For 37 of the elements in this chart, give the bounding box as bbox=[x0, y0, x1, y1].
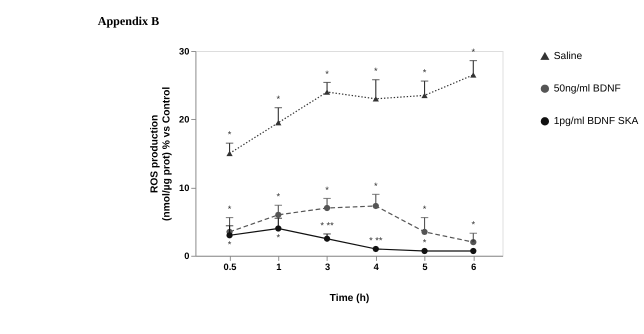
annotation: * bbox=[228, 130, 232, 140]
annotation: * bbox=[422, 237, 427, 248]
x-tick-label: 6 bbox=[471, 262, 476, 272]
annotation: * bbox=[471, 220, 476, 230]
y-tick-label: 10 bbox=[179, 182, 190, 193]
annotation: * bbox=[228, 204, 232, 214]
legend-label: Saline bbox=[554, 50, 582, 62]
annotation: * bbox=[471, 237, 476, 248]
annotation: * bbox=[276, 192, 280, 202]
annotation: * bbox=[374, 180, 378, 191]
annotation: * bbox=[422, 67, 427, 78]
y-tick-label: 0 bbox=[184, 251, 190, 262]
annotation: * bbox=[276, 94, 280, 104]
x-tick-label: 0.5 bbox=[224, 262, 236, 272]
y-axis-title: ROS production (nmol/µg prot) % vs Control bbox=[150, 86, 173, 221]
annotation: * bbox=[325, 184, 330, 195]
annotation: * bbox=[276, 232, 280, 243]
point bbox=[470, 248, 476, 254]
chart-title: Appendix B bbox=[98, 14, 160, 28]
x-tick-label: 1 bbox=[276, 262, 282, 272]
y-tick-label: 20 bbox=[179, 114, 190, 125]
annotation: * bbox=[228, 239, 232, 250]
annotation: * bbox=[374, 66, 378, 76]
legend-label: 1pg/ml BDNF SKA bbox=[554, 116, 639, 128]
annotation: * bbox=[422, 204, 427, 214]
x-tick-label: 5 bbox=[422, 262, 428, 272]
annotation: * bbox=[325, 68, 330, 79]
x-axis-title: Time (h) bbox=[330, 292, 370, 304]
y-tick-label: 30 bbox=[179, 46, 190, 56]
x-tick-label: 3 bbox=[324, 262, 330, 272]
point bbox=[372, 246, 379, 252]
point bbox=[421, 248, 428, 254]
annotation: * bbox=[471, 47, 476, 58]
annotation: * ** bbox=[369, 235, 383, 246]
annotation: * ** bbox=[320, 220, 334, 230]
legend-label: 50ng/ml BDNF bbox=[554, 84, 621, 95]
x-tick-label: 4 bbox=[374, 262, 380, 272]
